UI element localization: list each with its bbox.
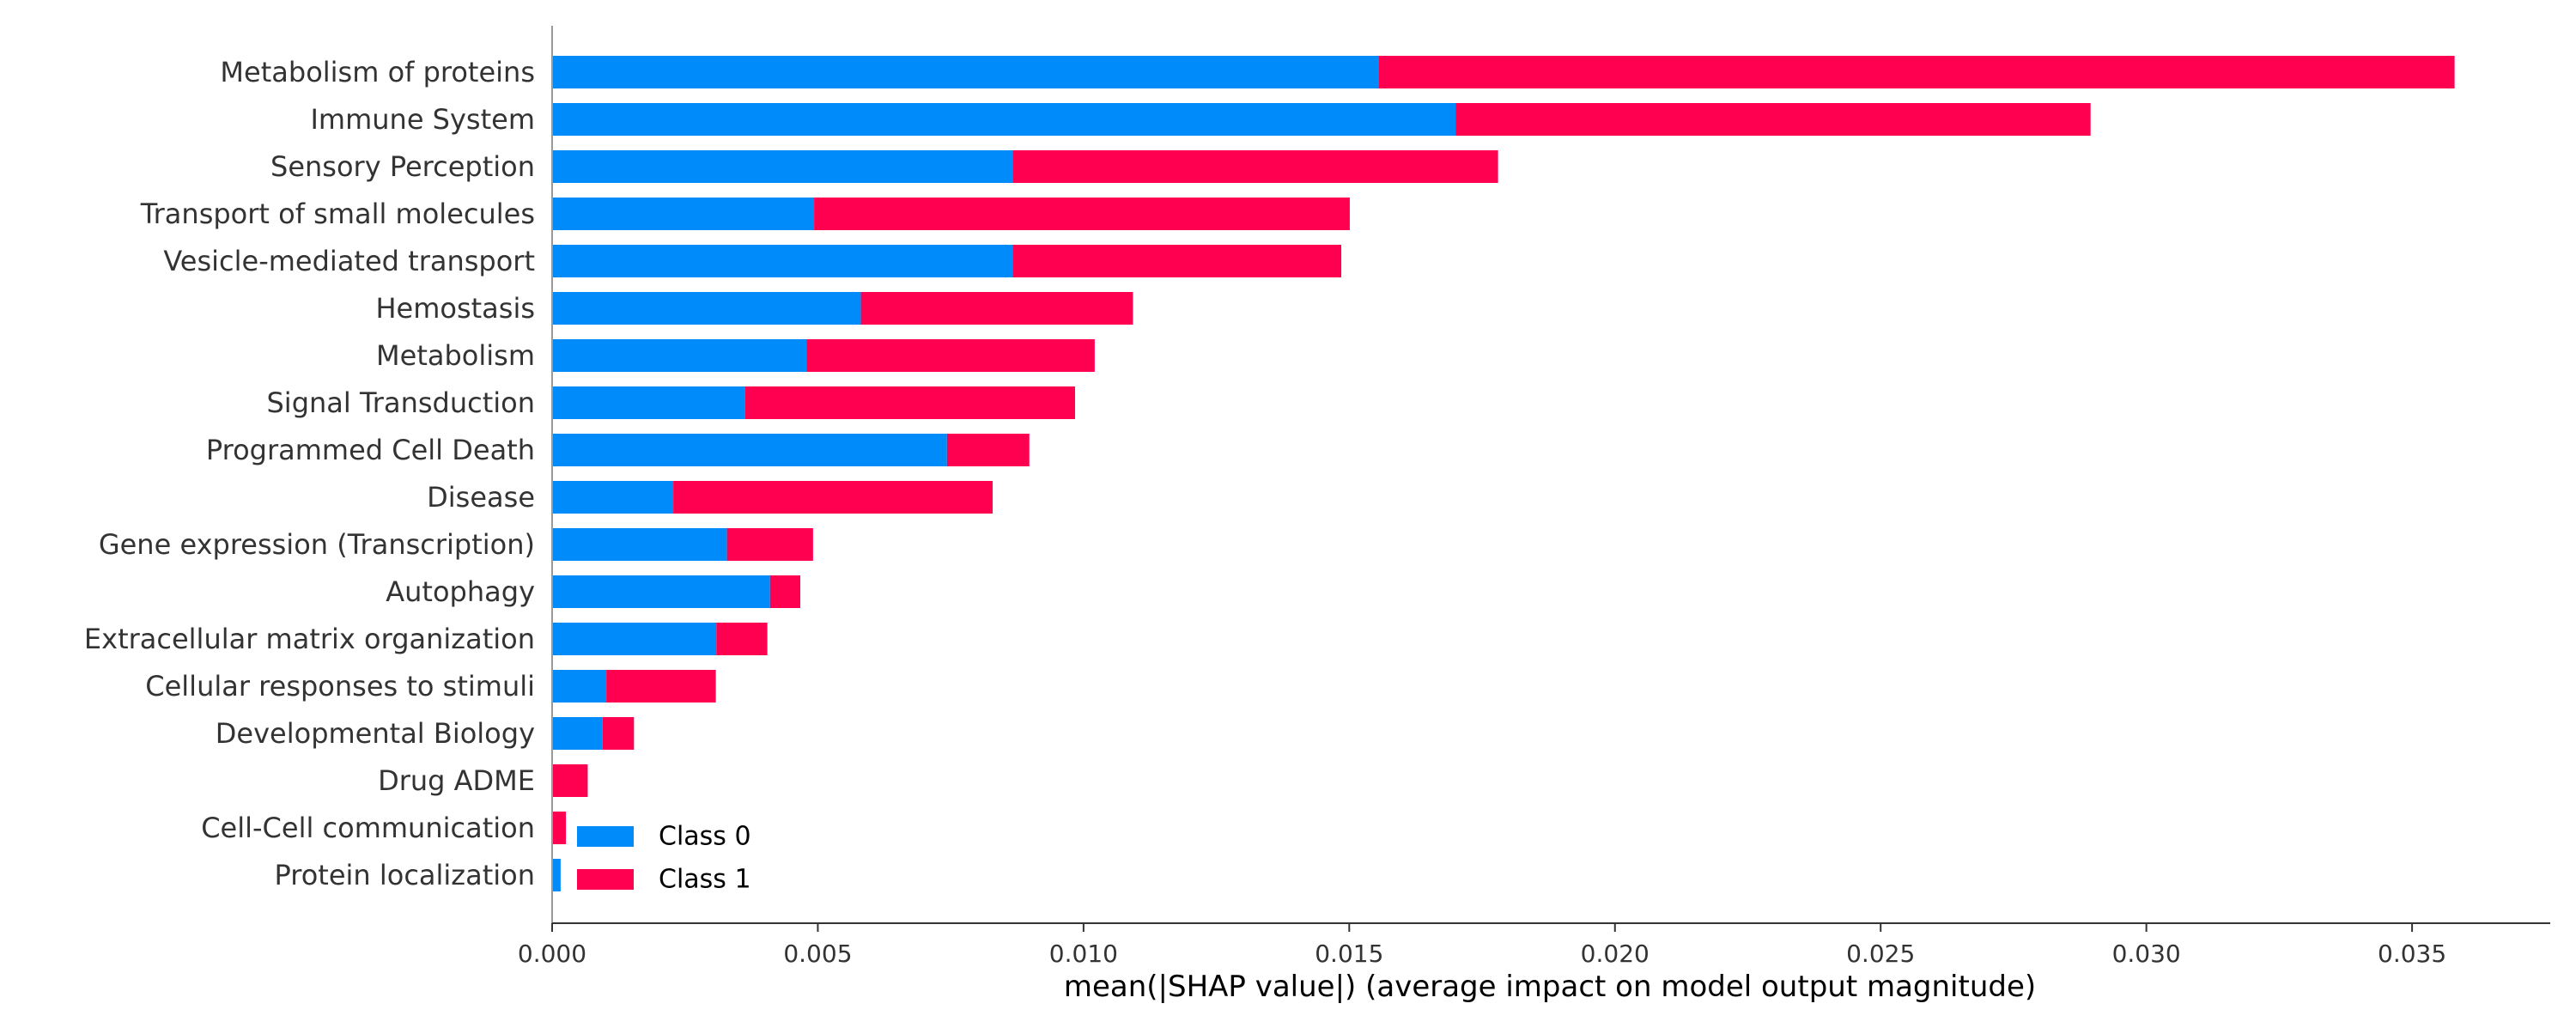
bar-segment-class-1 bbox=[860, 292, 1133, 325]
category-label: Protein localization bbox=[275, 859, 536, 891]
category-label: Programmed Cell Death bbox=[206, 434, 535, 466]
x-tick-label: 0.000 bbox=[518, 940, 586, 968]
category-label: Autophagy bbox=[386, 575, 535, 608]
legend-label-class-1: Class 1 bbox=[659, 865, 751, 895]
legend: Class 0 Class 1 bbox=[577, 822, 751, 895]
bar-segment-class-0 bbox=[552, 150, 1013, 183]
category-label: Hemostasis bbox=[375, 292, 535, 325]
bar-segment-class-1 bbox=[769, 575, 801, 608]
bar-segment-class-0 bbox=[552, 859, 561, 891]
bar-segment-class-1 bbox=[673, 481, 993, 514]
bar-segment-class-0 bbox=[552, 198, 815, 230]
bar-segment-class-1 bbox=[726, 528, 813, 561]
legend-label-class-0: Class 0 bbox=[659, 822, 751, 852]
x-tick-label: 0.015 bbox=[1315, 940, 1383, 968]
category-labels-group: Metabolism of proteins Immune System Senso… bbox=[84, 56, 535, 891]
bar-segment-class-1 bbox=[814, 198, 1350, 230]
bar-segment-class-0 bbox=[552, 245, 1013, 277]
category-label: Disease bbox=[427, 481, 535, 514]
bar-segment-class-1 bbox=[552, 812, 567, 844]
bar-segment-class-0 bbox=[552, 717, 603, 750]
category-label: Sensory Perception bbox=[270, 150, 535, 183]
bar-segment-class-1 bbox=[606, 670, 716, 703]
x-ticks-group: 0.000 0.005 0.010 0.015 0.020 0.025 0.030 0.035 bbox=[518, 923, 2446, 968]
category-label: Gene expression (Transcription) bbox=[99, 528, 535, 561]
x-tick-label: 0.025 bbox=[1846, 940, 1915, 968]
category-label: Vesicle-mediated transport bbox=[163, 245, 535, 277]
category-label: Signal Transduction bbox=[266, 386, 535, 419]
bar-segment-class-0 bbox=[552, 670, 607, 703]
bar-segment-class-0 bbox=[552, 481, 674, 514]
bar-segment-class-1 bbox=[1378, 56, 2455, 88]
bar-segment-class-1 bbox=[806, 339, 1095, 372]
x-tick-label: 0.010 bbox=[1049, 940, 1118, 968]
bar-segment-class-1 bbox=[1012, 245, 1342, 277]
bar-segment-class-1 bbox=[552, 764, 588, 797]
category-label: Metabolism of proteins bbox=[220, 56, 535, 88]
bar-segment-class-0 bbox=[552, 575, 770, 608]
bar-segment-class-1 bbox=[602, 717, 635, 750]
bar-segment-class-1 bbox=[946, 434, 1030, 466]
category-label: Drug ADME bbox=[378, 764, 535, 797]
category-label: Developmental Biology bbox=[216, 717, 535, 750]
legend-swatch-class-1 bbox=[577, 869, 634, 890]
category-label: Extracellular matrix organization bbox=[84, 623, 535, 655]
bar-segment-class-0 bbox=[552, 386, 745, 419]
bar-segment-class-1 bbox=[1455, 103, 2091, 136]
category-label: Transport of small molecules bbox=[140, 198, 535, 230]
bars-group bbox=[552, 56, 2455, 891]
bar-segment-class-0 bbox=[552, 56, 1379, 88]
bar-segment-class-0 bbox=[552, 103, 1456, 136]
bar-segment-class-1 bbox=[1012, 150, 1498, 183]
category-label: Metabolism bbox=[376, 339, 535, 372]
bar-segment-class-0 bbox=[552, 339, 807, 372]
bar-segment-class-0 bbox=[552, 434, 947, 466]
category-label: Cell-Cell communication bbox=[201, 812, 535, 844]
bar-segment-class-1 bbox=[716, 623, 768, 655]
x-axis-label: mean(|SHAP value|) (average impact on mo… bbox=[1064, 970, 2036, 1004]
x-tick-label: 0.035 bbox=[2378, 940, 2446, 968]
legend-swatch-class-0 bbox=[577, 826, 634, 847]
bar-segment-class-0 bbox=[552, 623, 717, 655]
x-tick-label: 0.020 bbox=[1581, 940, 1649, 968]
bar-segment-class-0 bbox=[552, 528, 727, 561]
x-tick-label: 0.005 bbox=[783, 940, 852, 968]
category-label: Cellular responses to stimuli bbox=[145, 670, 535, 703]
category-label: Immune System bbox=[310, 103, 535, 136]
bar-segment-class-0 bbox=[552, 292, 861, 325]
bar-segment-class-1 bbox=[744, 386, 1075, 419]
x-tick-label: 0.030 bbox=[2112, 940, 2181, 968]
